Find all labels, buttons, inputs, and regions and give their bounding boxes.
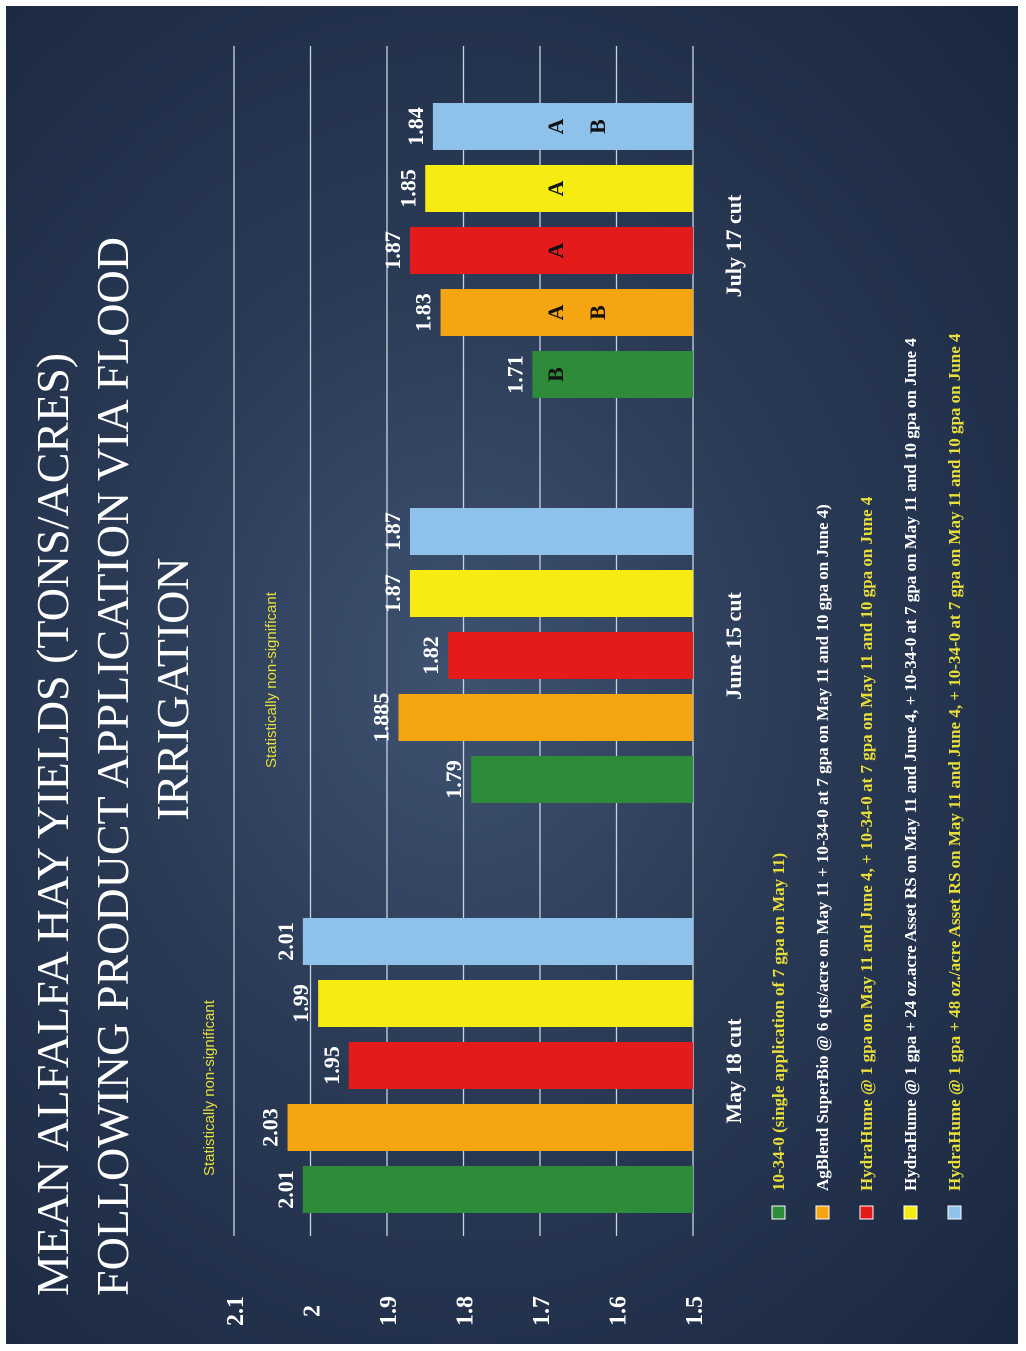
- bar: [532, 351, 693, 398]
- legend-entry-label: 10-34-0 (single application of 7 gpa on …: [769, 853, 788, 1191]
- title-line-2: FOLLOWING PRODUCT APPLICATION VIA FLOOD: [87, 237, 138, 1296]
- bar-value-label: 1.82: [418, 636, 443, 675]
- y-tick-label: 2.1: [223, 1296, 249, 1326]
- bar: [440, 289, 693, 336]
- bar-value-label: 1.87: [380, 512, 405, 551]
- legend-entry-label: HydraHume @ 1 gpa + 48 oz./acre Asset RS…: [945, 333, 964, 1191]
- bar-value-label: 1.71: [502, 355, 527, 394]
- significance-letter: A: [543, 242, 568, 258]
- legend-entry-label: HydraHume @ 1 gpa on May 11 and June 4, …: [857, 496, 876, 1191]
- significance-letter: B: [585, 305, 610, 320]
- bar-value-label: 1.79: [441, 760, 466, 799]
- bar: [318, 980, 693, 1027]
- bar-value-label: 1.95: [319, 1046, 344, 1085]
- bar-value-label: 1.84: [403, 107, 428, 146]
- bar-value-label: 2.01: [273, 1170, 298, 1209]
- bar: [471, 756, 693, 803]
- significance-letter: A: [543, 180, 568, 196]
- bar-value-label: 1.87: [380, 231, 405, 270]
- legend-swatch: [903, 1205, 918, 1220]
- bar: [398, 694, 693, 741]
- bar: [302, 918, 693, 965]
- bar-value-label: 1.99: [288, 984, 313, 1023]
- bar-value-label: 1.87: [380, 574, 405, 613]
- bar: [409, 508, 693, 555]
- legend-entry-label: HydraHume @ 1 gpa + 24 oz.acre Asset RS …: [901, 338, 920, 1191]
- significance-letter: A: [543, 304, 568, 320]
- chart-slide: MEAN ALFALFA HAY YIELDS (TONS/ACRES) FOL…: [6, 6, 1018, 1344]
- bar-value-label: 1.85: [395, 169, 420, 208]
- legend-swatch: [947, 1205, 962, 1220]
- bar: [432, 103, 693, 150]
- legend-swatch: [815, 1205, 830, 1220]
- significance-letter: A: [543, 118, 568, 134]
- bars: 2.01 1.79 1.71 B 2.03 1.885 1.83 A B 1.95 1.82 1.87…: [258, 103, 693, 1213]
- bar-value-label: 2.03: [258, 1108, 283, 1147]
- y-tick-label: 1.9: [376, 1296, 402, 1326]
- legend-entry-label: AgBlend SuperBio @ 6 qts/acre on May 11 …: [813, 504, 832, 1191]
- significance-letter: B: [585, 119, 610, 134]
- significance-note-may: Statistically non-significant: [201, 999, 218, 1176]
- bar-value-label: 1.83: [411, 293, 436, 332]
- bar: [302, 1166, 693, 1213]
- bar: [348, 1042, 693, 1089]
- y-tick-label: 1.5: [682, 1296, 708, 1326]
- bar-value-label: 1.885: [368, 693, 393, 743]
- category-label: June 15 cut: [721, 592, 746, 700]
- y-tick-label: 1.6: [606, 1296, 632, 1326]
- significance-note-june: Statistically non-significant: [263, 591, 280, 768]
- title-line-1: MEAN ALFALFA HAY YIELDS (TONS/ACRES): [27, 353, 78, 1296]
- significance-letter: B: [543, 367, 568, 382]
- y-tick-label: 1.8: [453, 1296, 479, 1326]
- title-line-3: IRRIGATION: [147, 557, 198, 820]
- chart-title: MEAN ALFALFA HAY YIELDS (TONS/ACRES) FOL…: [27, 237, 198, 1296]
- bar: [409, 227, 693, 274]
- category-label: July 17 cut: [721, 194, 746, 297]
- legend-swatch: [771, 1205, 786, 1220]
- y-tick-label: 2: [300, 1305, 326, 1317]
- y-axis-ticks: 1.5 1.6 1.7 1.8 1.9 2 2.1: [223, 1296, 708, 1326]
- x-axis-categories: May 18 cut June 15 cut July 17 cut: [721, 194, 746, 1124]
- bar: [287, 1104, 693, 1151]
- bar: [448, 632, 693, 679]
- legend: 10-34-0 (single application of 7 gpa on …: [769, 333, 964, 1220]
- y-tick-label: 1.7: [529, 1296, 555, 1326]
- chart-canvas: MEAN ALFALFA HAY YIELDS (TONS/ACRES) FOL…: [27, 46, 964, 1326]
- bar: [425, 165, 693, 212]
- bar: [409, 570, 693, 617]
- category-label: May 18 cut: [721, 1018, 746, 1124]
- bar-value-label: 2.01: [273, 922, 298, 961]
- legend-swatch: [859, 1205, 874, 1220]
